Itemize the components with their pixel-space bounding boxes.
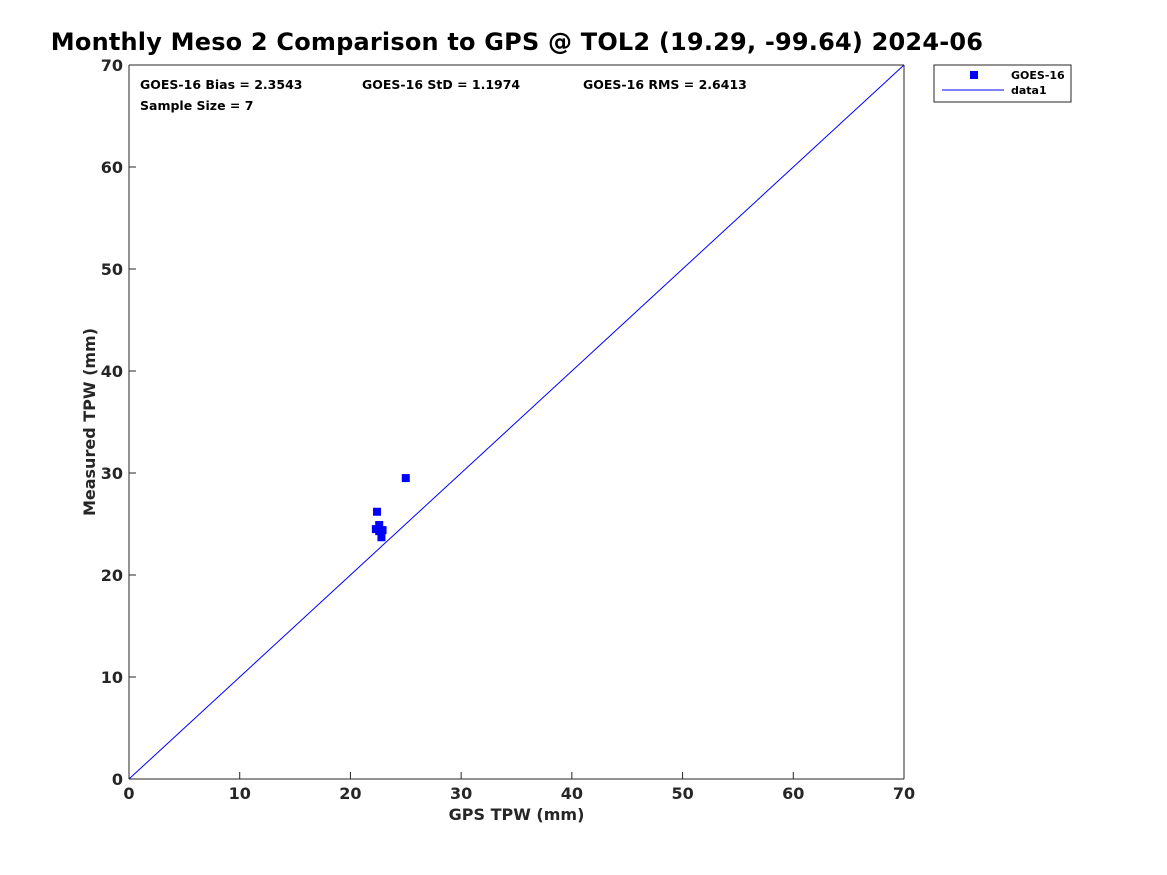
y-tick-label: 40 [101, 362, 123, 381]
y-tick-label: 30 [101, 464, 123, 483]
x-tick-label: 0 [123, 784, 134, 803]
x-axis-label: GPS TPW (mm) [449, 805, 585, 824]
data-point [401, 474, 410, 483]
x-tick-label: 60 [782, 784, 804, 803]
x-tick-label: 40 [561, 784, 583, 803]
y-tick-label: 0 [112, 770, 123, 789]
x-tick-label: 50 [671, 784, 693, 803]
y-tick-label: 60 [101, 158, 123, 177]
legend: GOES-16 data1 [933, 64, 1072, 103]
rms-annotation: GOES-16 RMS = 2.6413 [583, 77, 747, 92]
sample-size-annotation: Sample Size = 7 [140, 98, 253, 113]
x-tick-label: 70 [893, 784, 915, 803]
y-tick-label: 10 [101, 668, 123, 687]
identity-line [128, 64, 905, 780]
bias-annotation: GOES-16 Bias = 2.3543 [140, 77, 302, 92]
x-tick-label: 20 [339, 784, 361, 803]
legend-entry-label: data1 [1011, 84, 1047, 97]
plot-area [128, 64, 905, 780]
data-point [377, 533, 386, 542]
data-point [375, 521, 384, 530]
axes: 0 10 20 30 40 50 60 70 0 10 20 30 40 50 60 70 [101, 56, 915, 803]
data-point [375, 527, 384, 536]
chart-title: Monthly Meso 2 Comparison to GPS @ TOL2 … [50, 28, 984, 56]
std-annotation: GOES-16 StD = 1.1974 [362, 77, 520, 92]
legend-entry-label: GOES-16 [1011, 69, 1065, 82]
stats-annotations: GOES-16 Bias = 2.3543 GOES-16 StD = 1.19… [140, 77, 747, 113]
y-axis-label: Measured TPW (mm) [80, 328, 99, 516]
x-tick-label: 10 [229, 784, 251, 803]
legend-marker-square [970, 71, 978, 79]
y-tick-label: 70 [101, 56, 123, 75]
x-tick-label: 30 [450, 784, 472, 803]
legend-box [933, 64, 1072, 103]
data-point [373, 507, 381, 516]
y-tick-label: 50 [101, 260, 123, 279]
y-tick-label: 20 [101, 566, 123, 585]
